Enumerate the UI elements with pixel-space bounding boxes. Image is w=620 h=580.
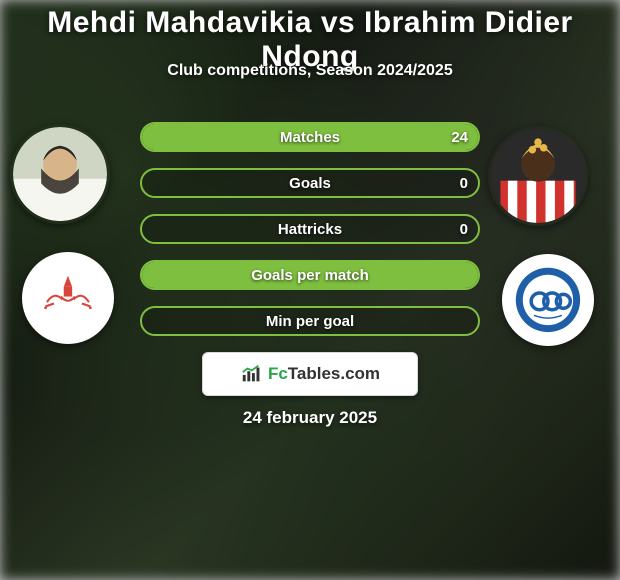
stat-label: Goals per match [142, 262, 478, 288]
stat-bars: Matches 24 Goals 0 Hattricks 0 Goals per… [140, 122, 480, 352]
player-avatar-icon [13, 127, 107, 221]
stat-row: Goals per match [140, 260, 480, 290]
brand-text: FcTables.com [268, 364, 380, 384]
player-right-avatar [488, 126, 588, 226]
bar-chart-icon [240, 363, 262, 385]
comparison-card: Mehdi Mahdavikia vs Ibrahim Didier Ndong… [0, 0, 620, 580]
club-right-badge [502, 254, 594, 346]
brand-suffix: Tables.com [288, 364, 380, 383]
club-left-badge [22, 252, 114, 344]
club-badge-icon [513, 265, 583, 335]
stat-value-right: 24 [441, 124, 478, 150]
stat-label: Goals [142, 170, 478, 196]
stat-row: Matches 24 [140, 122, 480, 152]
player-avatar-icon [491, 129, 585, 223]
player-left-avatar [10, 124, 110, 224]
stat-label: Hattricks [142, 216, 478, 242]
club-badge-icon [33, 263, 103, 333]
brand-badge[interactable]: FcTables.com [202, 352, 418, 396]
stat-value-right [458, 262, 478, 288]
stat-label: Matches [142, 124, 478, 150]
date-text: 24 february 2025 [0, 408, 620, 428]
stat-row: Goals 0 [140, 168, 480, 198]
stat-value-right [458, 308, 478, 334]
page-subtitle: Club competitions, Season 2024/2025 [0, 62, 620, 80]
stat-row: Hattricks 0 [140, 214, 480, 244]
stat-value-right: 0 [450, 216, 478, 242]
stat-value-right: 0 [450, 170, 478, 196]
stat-row: Min per goal [140, 306, 480, 336]
stat-label: Min per goal [142, 308, 478, 334]
brand-prefix: Fc [268, 364, 288, 383]
